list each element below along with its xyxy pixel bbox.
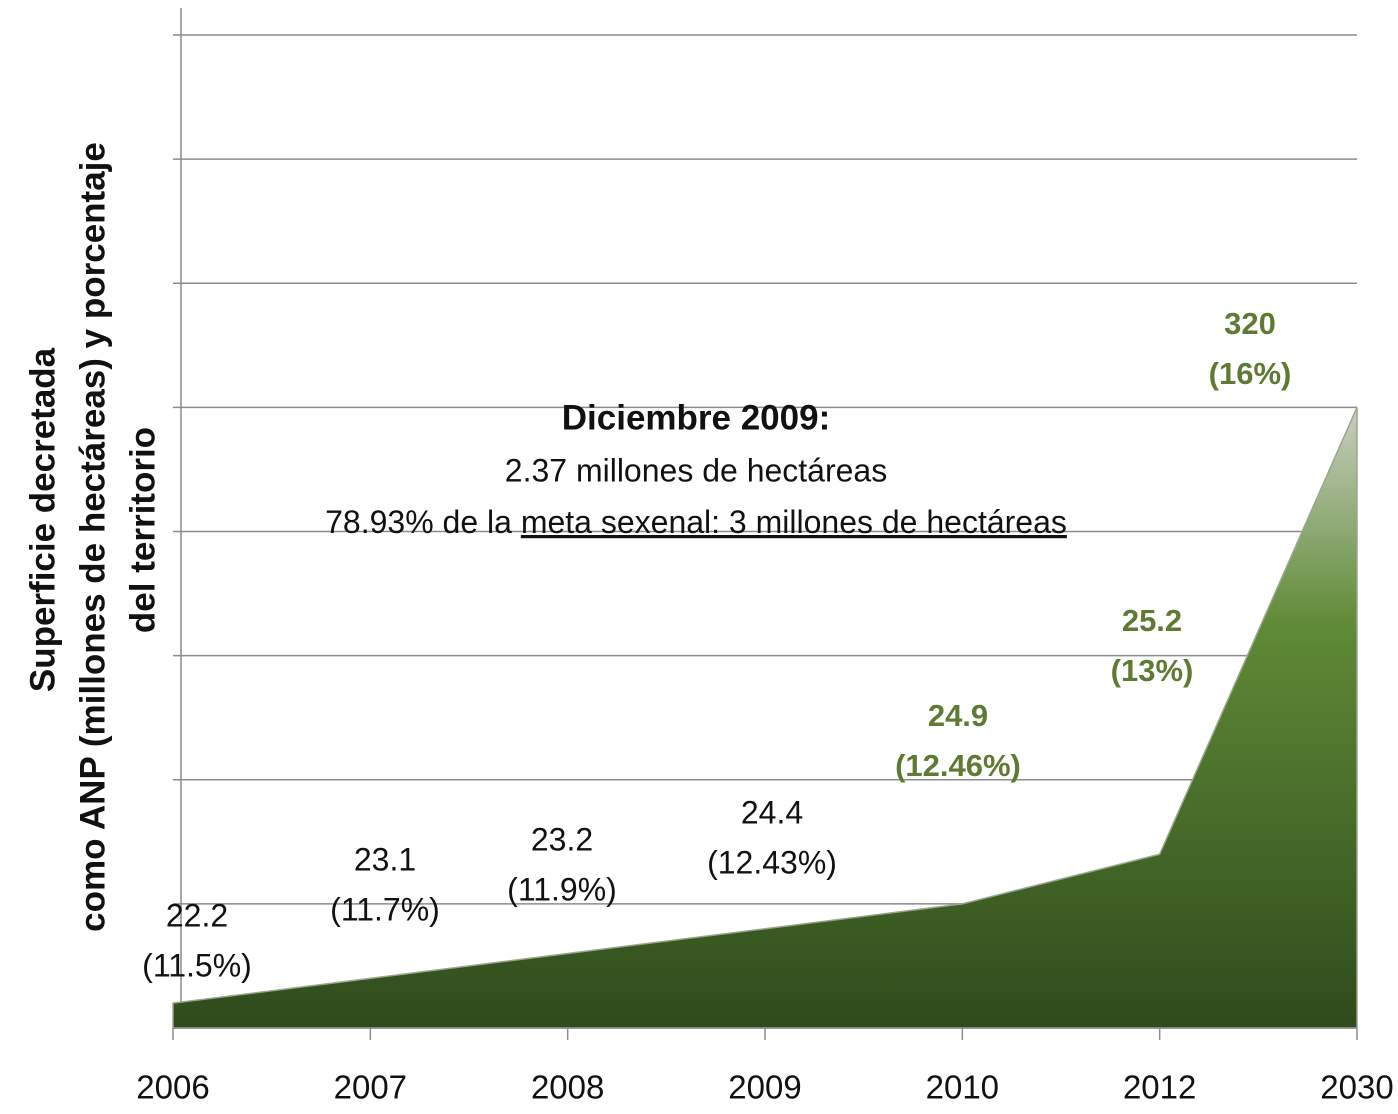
x-tick-label: 2012 — [1123, 1069, 1196, 1106]
x-tick-label: 2009 — [728, 1069, 801, 1106]
y-axis-label: del territorio — [123, 427, 162, 633]
y-axis-label: como ANP (millones de hectáreas) y porce… — [73, 142, 112, 932]
annotation-line: 2.37 millones de hectáreas — [505, 452, 887, 488]
x-tick-label: 2007 — [334, 1069, 407, 1106]
data-label: 320 — [1224, 306, 1276, 341]
data-label: (13%) — [1111, 653, 1194, 688]
annotation-text: 78.93% de la — [325, 504, 512, 540]
data-label: (11.9%) — [507, 871, 617, 907]
data-label: (11.5%) — [142, 947, 252, 983]
data-label: 24.9 — [928, 698, 988, 733]
x-tick-label: 2030 — [1320, 1069, 1393, 1106]
annotation-underlined: meta sexenal: 3 millones de hectáreas — [521, 504, 1067, 540]
y-axis-label: Superficie decretada — [23, 347, 62, 692]
data-label: 23.1 — [354, 841, 416, 877]
data-label: 22.2 — [166, 897, 228, 933]
data-label: (12.46%) — [895, 748, 1021, 783]
data-label: 25.2 — [1122, 603, 1182, 638]
annotation-line: 78.93% de la meta sexenal: 3 millones de… — [325, 504, 1067, 540]
data-label: (16%) — [1209, 356, 1292, 391]
data-label: 23.2 — [531, 821, 593, 857]
data-label: 24.4 — [741, 794, 803, 830]
data-label: (12.43%) — [707, 844, 837, 880]
data-label: (11.7%) — [330, 891, 440, 927]
x-tick-label: 2006 — [136, 1069, 209, 1106]
x-tick-label: 2008 — [531, 1069, 604, 1106]
area — [172, 407, 1358, 1029]
annotation-title: Diciembre 2009: — [562, 398, 830, 437]
x-tick-label: 2010 — [926, 1069, 999, 1106]
